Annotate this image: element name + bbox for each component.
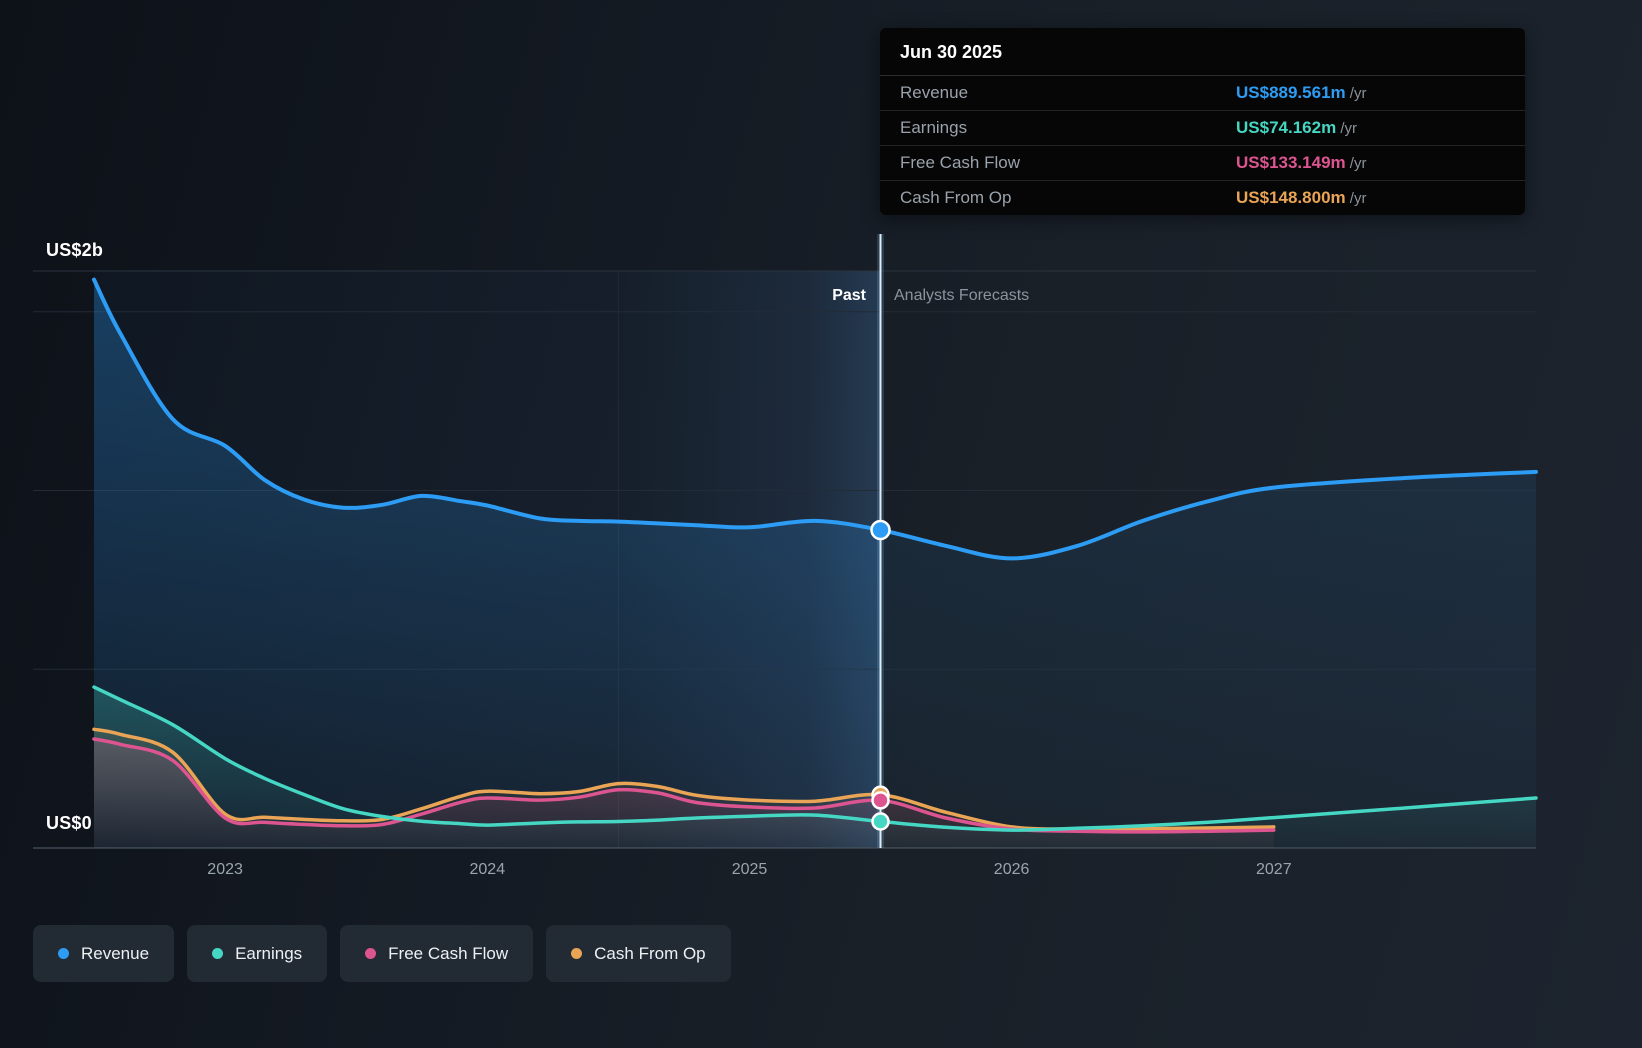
free-cash-flow-marker: [871, 791, 890, 810]
tooltip-metric-value: US$148.800m /yr: [1236, 188, 1367, 207]
legend-earnings[interactable]: Earnings: [187, 925, 328, 982]
tooltip-row-cash-from-op: Cash From Op US$148.800m /yr: [880, 181, 1525, 215]
tooltip-date: Jun 30 2025: [880, 28, 1525, 76]
legend-cash-from-op[interactable]: Cash From Op: [546, 925, 731, 982]
x-tick-label: 2023: [207, 861, 243, 878]
revenue-color-dot-icon: [58, 948, 69, 959]
tooltip-metric-label: Revenue: [900, 83, 969, 102]
tooltip-metric-value: US$133.149m /yr: [1236, 153, 1367, 172]
cash-from-op-color-dot-icon: [571, 948, 583, 959]
tooltip-metric-value: US$74.162m /yr: [1236, 118, 1358, 137]
revenue-area-past: [94, 279, 881, 849]
tooltip-row-revenue: Revenue US$889.561m /yr: [880, 76, 1525, 111]
tooltip-row-free-cash-flow: Free Cash Flow US$133.149m /yr: [880, 146, 1525, 181]
legend-label: Free Cash Flow: [388, 943, 509, 963]
legend-label: Earnings: [235, 943, 303, 963]
past-label: Past: [832, 287, 866, 304]
legend-label: Cash From Op: [594, 943, 706, 963]
legend: Revenue Earnings Free Cash Flow Cash From O…: [33, 925, 731, 982]
tooltip-metric-label: Earnings: [900, 118, 968, 137]
tooltip-row-earnings: Earnings US$74.162m /yr: [880, 111, 1525, 146]
x-tick-label: 2025: [731, 861, 768, 878]
cash-from-op-line: [92, 727, 1276, 831]
revenue-line: [92, 277, 1538, 561]
tooltip-metric-label: Free Cash Flow: [900, 153, 1020, 172]
tooltip-metric-label: Cash From Op: [900, 188, 1012, 207]
y-axis-zero-label: US$0: [46, 813, 92, 833]
earnings-line: [92, 685, 1538, 832]
legend-label: Revenue: [81, 943, 150, 963]
x-tick-label: 2027: [1256, 861, 1292, 878]
x-tick-label: 2026: [993, 861, 1030, 878]
y-axis-max-label: US$2b: [46, 240, 104, 260]
earnings-marker: [871, 812, 890, 831]
tooltip-metric-value: US$889.561m /yr: [1236, 83, 1367, 102]
tooltip: Jun 30 2025 Revenue US$889.561m /yr Earnin…: [880, 28, 1525, 215]
revenue-area-forecast: [880, 471, 1536, 848]
revenue-marker: [870, 519, 891, 541]
x-tick-label: 2024: [469, 861, 506, 878]
free-cash-flow-color-dot-icon: [365, 948, 377, 959]
analysts-forecasts-label: Analysts Forecasts: [894, 287, 1030, 304]
legend-free-cash-flow[interactable]: Free Cash Flow: [340, 925, 534, 982]
tooltip-rows: Revenue US$889.561m /yr Earnings US$74.162m…: [880, 76, 1525, 215]
earnings-color-dot-icon: [212, 948, 224, 959]
legend-revenue[interactable]: Revenue: [33, 925, 175, 982]
